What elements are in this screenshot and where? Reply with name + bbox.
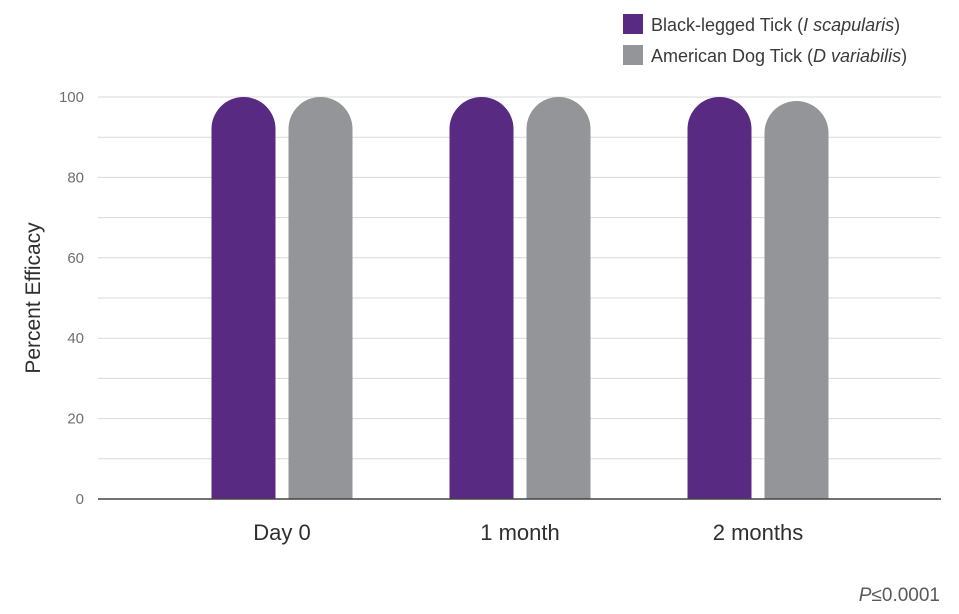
bar-black-legged-tick-2-months <box>687 97 752 499</box>
y-tick-label: 80 <box>67 169 84 186</box>
x-category-label: Day 0 <box>253 520 310 545</box>
bar-american-dog-tick-2-months <box>764 101 829 499</box>
legend: Black-legged Tick (I scapularis) America… <box>623 14 907 66</box>
legend-label-black-legged-tick: Black-legged Tick (I scapularis) <box>651 15 900 35</box>
legend-swatch-american-dog-tick <box>623 45 643 65</box>
category-labels: Day 0 1 month 2 months <box>253 520 803 545</box>
bars <box>211 97 829 499</box>
legend-swatch-black-legged-tick <box>623 14 643 34</box>
x-category-label: 1 month <box>480 520 560 545</box>
x-category-label: 2 months <box>713 520 804 545</box>
y-axis-title: Percent Efficacy <box>22 222 45 374</box>
y-tick-labels: 0 20 40 60 80 100 <box>59 89 84 508</box>
legend-label-american-dog-tick: American Dog Tick (D variabilis) <box>651 46 907 66</box>
bar-black-legged-tick-1-month <box>449 97 514 499</box>
bar-american-dog-tick-day-0 <box>288 97 353 499</box>
bar-black-legged-tick-day-0 <box>211 97 276 499</box>
y-tick-label: 20 <box>67 411 84 428</box>
p-value-annotation: P≤0.0001 <box>859 585 940 606</box>
y-tick-label: 0 <box>76 491 84 508</box>
y-tick-label: 60 <box>67 250 84 267</box>
y-tick-label: 100 <box>59 89 84 106</box>
y-tick-label: 40 <box>67 330 84 347</box>
bar-american-dog-tick-1-month <box>526 97 591 499</box>
